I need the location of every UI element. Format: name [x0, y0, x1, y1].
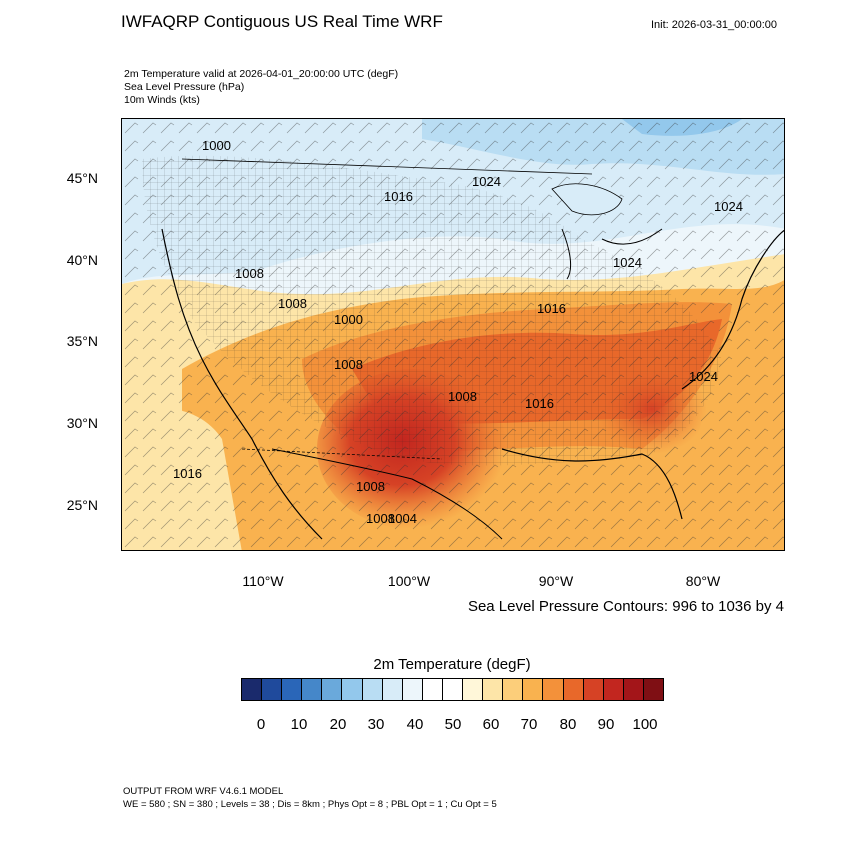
colorbar-swatch — [503, 679, 524, 700]
init-time: Init: 2026-03-31_00:00:00 — [651, 19, 777, 31]
contour-label: 1024 — [714, 199, 743, 214]
colorbar-swatch — [583, 679, 604, 700]
colorbar-label: 60 — [482, 716, 500, 733]
colorbar — [241, 678, 664, 701]
colorbar-label: 20 — [329, 716, 347, 733]
colorbar-swatch — [302, 679, 323, 700]
temperature-map: 1000 1016 1024 1024 1008 1008 1000 1008 1008 1024… — [121, 118, 785, 551]
lon-label: 110°W — [242, 573, 284, 589]
model-config: WE = 580 ; SN = 380 ; Levels = 38 ; Dis … — [123, 799, 497, 810]
lat-label: 45°N — [66, 170, 98, 186]
field-label-temperature: 2m Temperature valid at 2026-04-01_20:00… — [124, 68, 399, 80]
contour-label: 1008 — [356, 479, 385, 494]
field-label-winds: 10m Winds (kts) — [124, 94, 200, 106]
lon-label: 100°W — [387, 573, 431, 589]
contour-label: 1000 — [202, 138, 231, 153]
contour-label: 1008 — [278, 296, 307, 311]
contour-label: 1024 — [472, 174, 501, 189]
colorbar-label: 50 — [444, 716, 462, 733]
lat-label: 35°N — [66, 333, 98, 349]
colorbar-label: 10 — [290, 716, 308, 733]
contour-label: 1004 — [388, 511, 417, 526]
map-canvas — [122, 119, 784, 550]
colorbar-label: 100 — [632, 716, 658, 733]
colorbar-swatch — [422, 679, 443, 700]
contour-label: 1016 — [525, 396, 554, 411]
lat-label: 25°N — [66, 497, 98, 513]
colorbar-swatch — [563, 679, 584, 700]
model-info: OUTPUT FROM WRF V4.6.1 MODEL — [123, 786, 284, 797]
lon-label: 90°W — [538, 573, 574, 589]
lat-label: 40°N — [66, 252, 98, 268]
colorbar-label: 0 — [256, 716, 266, 733]
contour-label: 1008 — [448, 389, 477, 404]
colorbar-label: 40 — [406, 716, 424, 733]
colorbar-swatch — [483, 679, 504, 700]
contour-label: 1008 — [235, 266, 264, 281]
colorbar-swatch — [322, 679, 343, 700]
contour-label: 1008 — [366, 511, 395, 526]
lon-label: 80°W — [685, 573, 721, 589]
colorbar-label: 30 — [367, 716, 385, 733]
contour-label: 1016 — [537, 301, 566, 316]
contour-label: 1008 — [334, 357, 363, 372]
colorbar-swatch — [623, 679, 644, 700]
colorbar-swatch — [382, 679, 403, 700]
colorbar-swatch — [543, 679, 564, 700]
colorbar-label: 80 — [559, 716, 577, 733]
contour-label: 1000 — [334, 312, 363, 327]
colorbar-swatch — [242, 679, 263, 700]
colorbar-label: 90 — [597, 716, 615, 733]
colorbar-title: 2m Temperature (degF) — [373, 656, 531, 673]
colorbar-swatch — [402, 679, 423, 700]
colorbar-swatch — [643, 679, 663, 700]
contour-label: 1016 — [384, 189, 413, 204]
lat-label: 30°N — [66, 415, 98, 431]
contour-label: 1024 — [613, 255, 642, 270]
colorbar-swatch — [342, 679, 363, 700]
contour-label: 1016 — [173, 466, 202, 481]
colorbar-swatch — [603, 679, 624, 700]
colorbar-swatch — [523, 679, 544, 700]
colorbar-label: 70 — [520, 716, 538, 733]
contour-note: Sea Level Pressure Contours: 996 to 1036… — [467, 598, 784, 615]
colorbar-swatch — [362, 679, 383, 700]
colorbar-swatch — [282, 679, 303, 700]
colorbar-swatch — [262, 679, 283, 700]
colorbar-swatch — [442, 679, 464, 700]
contour-label: 1024 — [689, 369, 718, 384]
field-label-pressure: Sea Level Pressure (hPa) — [124, 81, 245, 93]
map-title: IWFAQRP Contiguous US Real Time WRF — [121, 12, 443, 31]
colorbar-swatch — [463, 679, 484, 700]
